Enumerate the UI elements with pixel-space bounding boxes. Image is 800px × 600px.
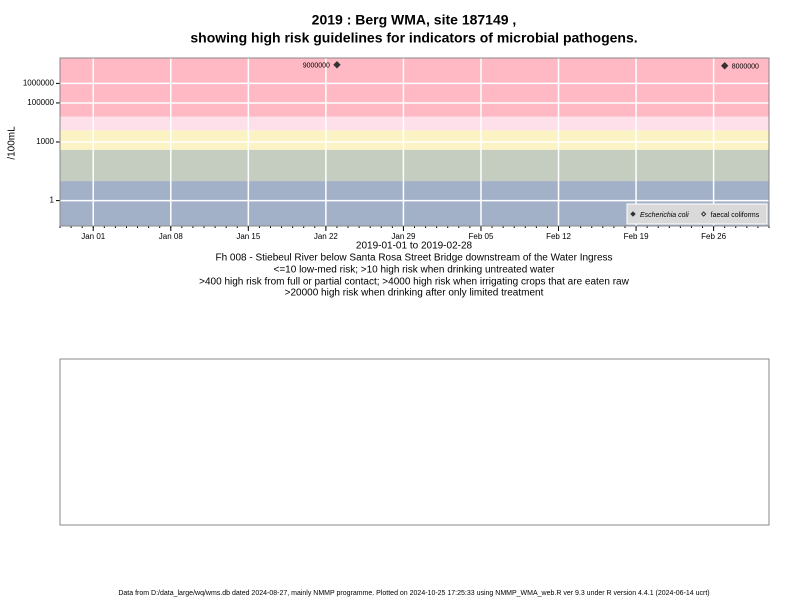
x-tick-label: Jan 22 (314, 232, 339, 241)
x-tick-label: Jan 01 (81, 232, 106, 241)
x-tick-label: Jan 08 (159, 232, 184, 241)
x-tick-label: Jan 15 (236, 232, 261, 241)
y-axis-label: /100mL (7, 126, 18, 160)
y-tick-label: 1 (50, 196, 55, 205)
legend-label: Escherichia coli (640, 212, 689, 219)
data-point (720, 62, 729, 70)
chart-subtitle: showing high risk guidelines for indicat… (190, 30, 637, 46)
plot-frame (59, 57, 770, 227)
note: >400 high risk from full or partial cont… (199, 277, 629, 288)
data-point (333, 61, 341, 69)
footer: Data from D:/data_large/wq/wms.db dated … (118, 590, 709, 597)
data-label: 9000000 (303, 63, 330, 70)
note: >20000 high risk when drinking after onl… (285, 288, 544, 299)
risk-band (60, 116, 769, 131)
plot-area: 1 1000 100000 1000000 Jan 01 Jan 08 Jan 15 Jan … (23, 57, 770, 241)
x-tick-label: Feb 26 (701, 232, 726, 241)
chart-title: 2019 : Berg WMA, site 187149 , (312, 12, 517, 28)
x-tick-label: Feb 12 (546, 232, 571, 241)
x-tick-label: Feb 05 (469, 232, 494, 241)
legend-box (626, 203, 768, 225)
x-tick-label: Jan 29 (391, 232, 416, 241)
risk-band (60, 58, 769, 117)
x-tick-label: Feb 19 (624, 232, 649, 241)
empty-panel (59, 358, 770, 526)
note: Fh 008 - Stiebeul River below Santa Rosa… (215, 253, 612, 264)
legend-marker (700, 211, 707, 217)
x-axis-label: 2019-01-01 to 2019-02-28 (356, 241, 473, 252)
y-tick-label: 1000000 (23, 79, 55, 88)
y-tick-label: 1000 (36, 137, 54, 146)
legend-marker (630, 211, 636, 217)
data-label: 8000000 (732, 64, 759, 71)
y-tick-label: 100000 (27, 98, 54, 107)
risk-band (60, 130, 769, 150)
note: <=10 low-med risk; >10 high risk when dr… (274, 265, 556, 276)
legend-label: faecal coliforms (711, 212, 760, 219)
risk-band (60, 149, 769, 182)
